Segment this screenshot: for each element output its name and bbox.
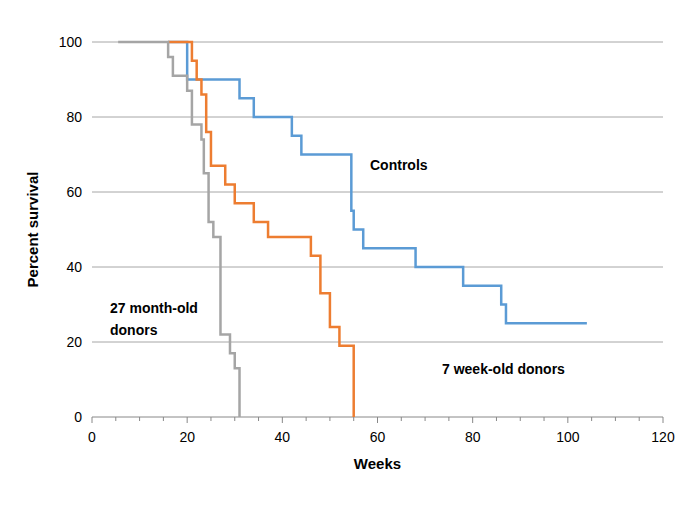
survival-line <box>118 42 239 417</box>
x-tick <box>472 417 473 423</box>
x-tick <box>663 417 664 423</box>
x-tick-label: 120 <box>651 429 675 445</box>
y-tick-label: 40 <box>66 259 82 275</box>
x-minor-tick <box>425 417 426 421</box>
x-minor-tick <box>448 417 449 421</box>
grid-line <box>92 117 663 118</box>
x-minor-tick <box>210 417 211 421</box>
x-tick-label: 60 <box>370 429 386 445</box>
y-tick-label: 100 <box>59 34 83 50</box>
series-label: 7 week-old donors <box>442 361 565 377</box>
grid-line <box>92 267 663 268</box>
x-minor-tick <box>329 417 330 421</box>
x-tick <box>282 417 283 423</box>
x-tick-label: 100 <box>556 429 580 445</box>
series-label: 27 month-old donors <box>110 300 198 338</box>
survival-line <box>168 42 354 417</box>
x-minor-tick <box>258 417 259 421</box>
x-tick <box>567 417 568 423</box>
series-label: Controls <box>370 157 428 173</box>
x-tick-label: 0 <box>88 429 96 445</box>
x-axis-label: Weeks <box>354 455 401 472</box>
series-label-line: 27 month-old <box>110 300 198 316</box>
x-tick <box>92 417 93 423</box>
x-tick <box>187 417 188 423</box>
x-tick-label: 40 <box>275 429 291 445</box>
x-minor-tick <box>496 417 497 421</box>
x-minor-tick <box>591 417 592 421</box>
y-tick-label: 20 <box>66 334 82 350</box>
x-minor-tick <box>163 417 164 421</box>
x-minor-tick <box>615 417 616 421</box>
series-label-line: donors <box>110 322 158 338</box>
plot-area <box>118 42 587 417</box>
survival-line <box>168 42 587 323</box>
y-tick-label: 0 <box>74 409 82 425</box>
chart: 0 20 40 60 80 100 0 20 40 60 80 100 120 Weeks Percent … <box>0 0 700 514</box>
x-minor-tick <box>401 417 402 421</box>
x-tick <box>377 417 378 423</box>
x-minor-tick <box>115 417 116 421</box>
x-tick-label: 20 <box>179 429 195 445</box>
grid-line <box>92 342 663 343</box>
x-minor-tick <box>234 417 235 421</box>
x-minor-tick <box>306 417 307 421</box>
x-minor-tick <box>139 417 140 421</box>
x-minor-tick <box>544 417 545 421</box>
x-tick-label: 80 <box>465 429 481 445</box>
x-minor-tick <box>639 417 640 421</box>
y-axis-label: Percent survival <box>24 172 41 288</box>
x-minor-tick <box>520 417 521 421</box>
x-minor-tick <box>353 417 354 421</box>
grid-line <box>92 192 663 193</box>
y-tick-label: 80 <box>66 109 82 125</box>
y-tick-label: 60 <box>66 184 82 200</box>
